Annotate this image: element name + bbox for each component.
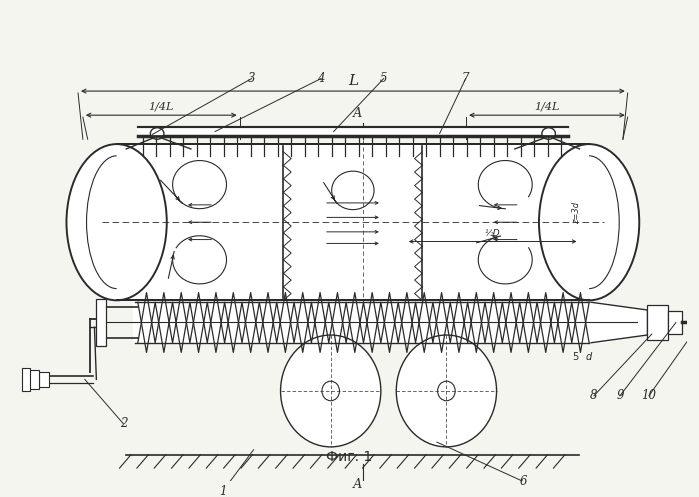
Text: 7: 7 [462, 72, 470, 85]
Ellipse shape [438, 381, 455, 401]
Bar [96, 299, 106, 345]
Ellipse shape [539, 144, 640, 300]
Bar [133, 302, 608, 343]
Polygon shape [591, 302, 647, 343]
Bar [138, 127, 568, 136]
Text: 5: 5 [380, 72, 387, 85]
Bar [668, 311, 682, 334]
Text: А: А [353, 107, 362, 120]
Ellipse shape [66, 144, 167, 300]
Text: 1: 1 [219, 485, 226, 497]
Text: 9: 9 [617, 389, 624, 402]
Text: 1/4L: 1/4L [534, 101, 560, 111]
Text: 8: 8 [590, 389, 598, 402]
Text: 3: 3 [248, 72, 255, 85]
Bar [117, 144, 589, 300]
Ellipse shape [396, 335, 496, 447]
Text: 10: 10 [642, 389, 656, 402]
Bar [28, 370, 39, 389]
Bar [647, 305, 668, 340]
Bar [39, 372, 49, 387]
Text: 6: 6 [520, 475, 527, 488]
Ellipse shape [542, 128, 556, 139]
Bar [693, 317, 699, 329]
Ellipse shape [150, 128, 164, 139]
Text: 2: 2 [120, 417, 127, 430]
Text: Фиг. 1: Фиг. 1 [326, 449, 373, 464]
Bar [22, 368, 30, 391]
Text: 5: 5 [572, 352, 578, 362]
Text: L: L [348, 75, 358, 88]
Ellipse shape [280, 335, 381, 447]
Text: ½D: ½D [485, 229, 500, 238]
Text: 4: 4 [317, 72, 325, 85]
Text: А: А [353, 478, 362, 492]
Text: d: d [585, 352, 591, 362]
Ellipse shape [322, 381, 340, 401]
Text: z=3d: z=3d [572, 201, 581, 224]
Text: 1/4L: 1/4L [148, 101, 174, 111]
